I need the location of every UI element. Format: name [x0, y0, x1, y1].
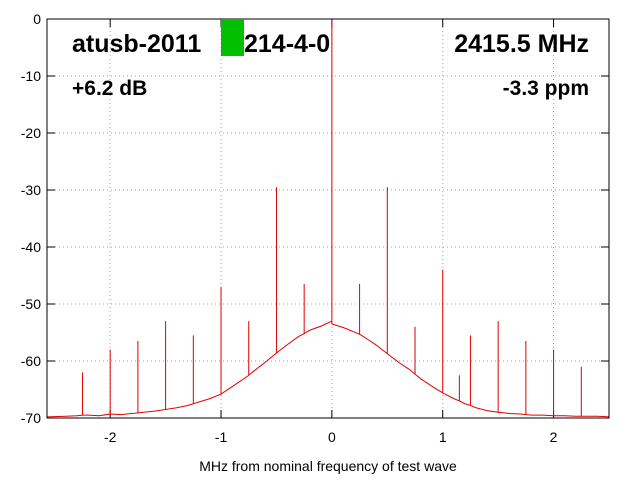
y-tick-label: -50	[21, 296, 41, 312]
plot-border	[46, 18, 610, 419]
x-axis-label: MHz from nominal frequency of test wave	[199, 458, 457, 474]
x-tick-label: -1	[215, 429, 228, 445]
y-tick-label: -70	[21, 410, 41, 426]
marker-box	[221, 19, 244, 56]
plot	[46, 19, 610, 418]
y-tick-label: -40	[21, 239, 41, 255]
device-label: atusb-2011	[72, 30, 201, 58]
x-tick-label: 1	[439, 429, 447, 445]
y-tick-label: -60	[21, 353, 41, 369]
y-tick-label: -20	[21, 125, 41, 141]
x-tick-label: 2	[550, 429, 558, 445]
ppm-label: -3.3 ppm	[503, 77, 589, 100]
device-label-suffix: 214-4-0	[244, 30, 330, 58]
y-tick-label: 0	[33, 11, 41, 27]
frequency-label: 2415.5 MHz	[454, 30, 589, 58]
x-tick-label: -2	[104, 429, 117, 445]
y-tick-label: -10	[21, 68, 41, 84]
y-tick-label: -30	[21, 182, 41, 198]
gain-label: +6.2 dB	[72, 77, 147, 100]
spectrum-line	[46, 19, 610, 418]
x-tick-label: 0	[328, 429, 336, 445]
